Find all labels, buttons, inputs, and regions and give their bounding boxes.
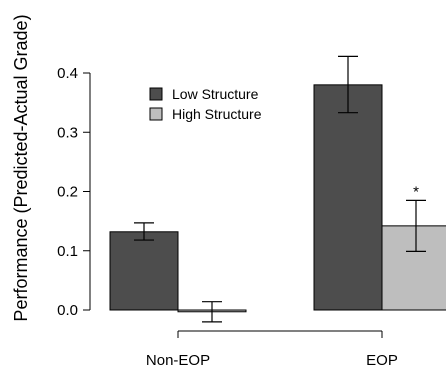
- bar-non-eop-low-structure: [109, 231, 179, 311]
- legend: Low Structure High Structure: [149, 86, 262, 122]
- bars: [109, 84, 446, 313]
- annotations: *: [413, 183, 419, 200]
- y-tick-label: 0.1: [57, 243, 78, 260]
- legend-swatch: [149, 107, 163, 121]
- significance-star: *: [413, 183, 419, 200]
- legend-label: Low Structure: [172, 86, 259, 102]
- bar-eop-high-structure: [381, 225, 446, 311]
- x-tick-label: EOP: [366, 352, 398, 369]
- error-bars: [134, 55, 426, 323]
- y-tick-label: 0.0: [57, 302, 78, 319]
- y-tick-label: 0.2: [57, 184, 78, 201]
- x-tick-label: Non-EOP: [146, 352, 210, 369]
- y-axis: 0.0 0.1 0.2 0.3 0.4: [57, 65, 91, 319]
- y-tick-label: 0.4: [57, 65, 78, 82]
- y-axis-label: Performance (Predicted-Actual Grade): [11, 14, 31, 321]
- legend-label: High Structure: [172, 106, 262, 122]
- bar-eop-low-structure: [313, 84, 383, 311]
- y-tick-label: 0.3: [57, 124, 78, 141]
- legend-swatch: [149, 87, 163, 101]
- x-axis: Non-EOP EOP: [146, 330, 398, 369]
